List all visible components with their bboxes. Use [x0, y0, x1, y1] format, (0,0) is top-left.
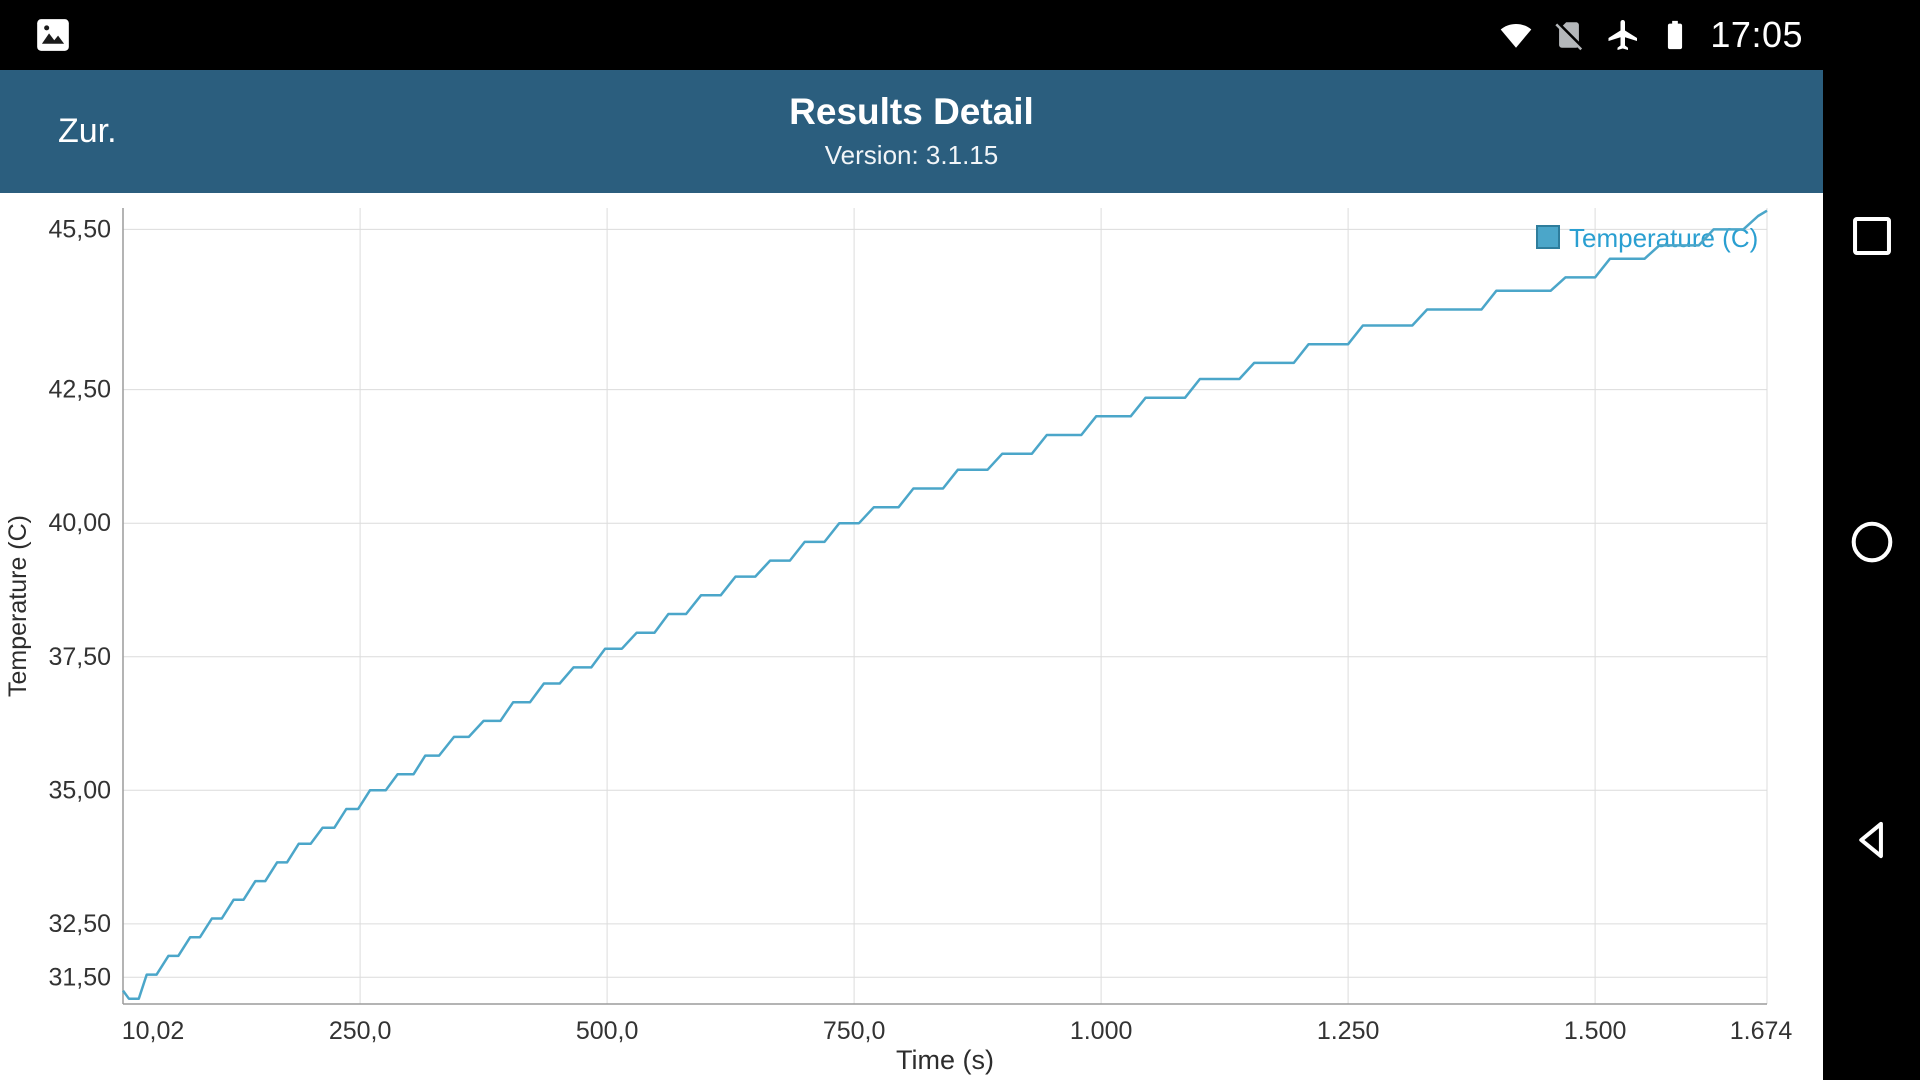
back-button[interactable]: Zur. [58, 112, 117, 150]
x-tick-label: 1.674 [1730, 1017, 1793, 1045]
x-tick-label: 500,0 [576, 1017, 639, 1045]
x-tick-label: 1.000 [1070, 1017, 1133, 1045]
legend-label: Temperature (C) [1569, 223, 1758, 253]
battery-icon [1658, 18, 1692, 52]
back-button-icon[interactable] [1847, 815, 1897, 865]
y-tick-label: 42,50 [48, 376, 111, 404]
header: Zur. Results Detail Version: 3.1.15 [0, 70, 1823, 193]
no-sim-icon [1552, 18, 1586, 52]
temperature-line [121, 209, 1768, 1000]
page-title: Results Detail [789, 91, 1034, 133]
y-tick-label: 40,00 [48, 509, 111, 537]
y-tick-label: 35,00 [48, 776, 111, 804]
x-tick-label: 1.250 [1317, 1017, 1380, 1045]
screenshot-notification-icon [34, 16, 72, 54]
legend-swatch [1536, 225, 1560, 249]
x-tick-label: 750,0 [823, 1017, 886, 1045]
x-axis-title: Time (s) [896, 1045, 994, 1075]
home-button-icon[interactable] [1847, 517, 1897, 567]
status-time: 17:05 [1710, 14, 1803, 55]
y-tick-label: 37,50 [48, 643, 111, 671]
y-tick-label: 31,50 [48, 963, 111, 991]
x-tick-label: 10,02 [122, 1017, 185, 1045]
wifi-icon [1498, 17, 1534, 53]
version-label: Version: 3.1.15 [824, 139, 999, 170]
y-tick-label: 45,50 [48, 215, 111, 243]
navigation-bar [1823, 0, 1920, 1080]
y-axis-title: Temperature (C) [4, 515, 32, 697]
y-tick-label: 32,50 [48, 910, 111, 938]
x-tick-label: 250,0 [329, 1017, 392, 1045]
airplane-mode-icon [1604, 17, 1640, 53]
results-chart-panel: 10,02 250,0 500,0 750,0 1.000 1.250 1.500 1.674… [0, 193, 1823, 1080]
x-tick-label: 1.500 [1564, 1017, 1627, 1045]
recents-button-icon[interactable] [1847, 211, 1897, 261]
temperature-chart[interactable]: 10,02 250,0 500,0 750,0 1.000 1.250 1.500 1.674… [0, 193, 1823, 1080]
status-bar[interactable]: 17:05 [0, 0, 1920, 70]
